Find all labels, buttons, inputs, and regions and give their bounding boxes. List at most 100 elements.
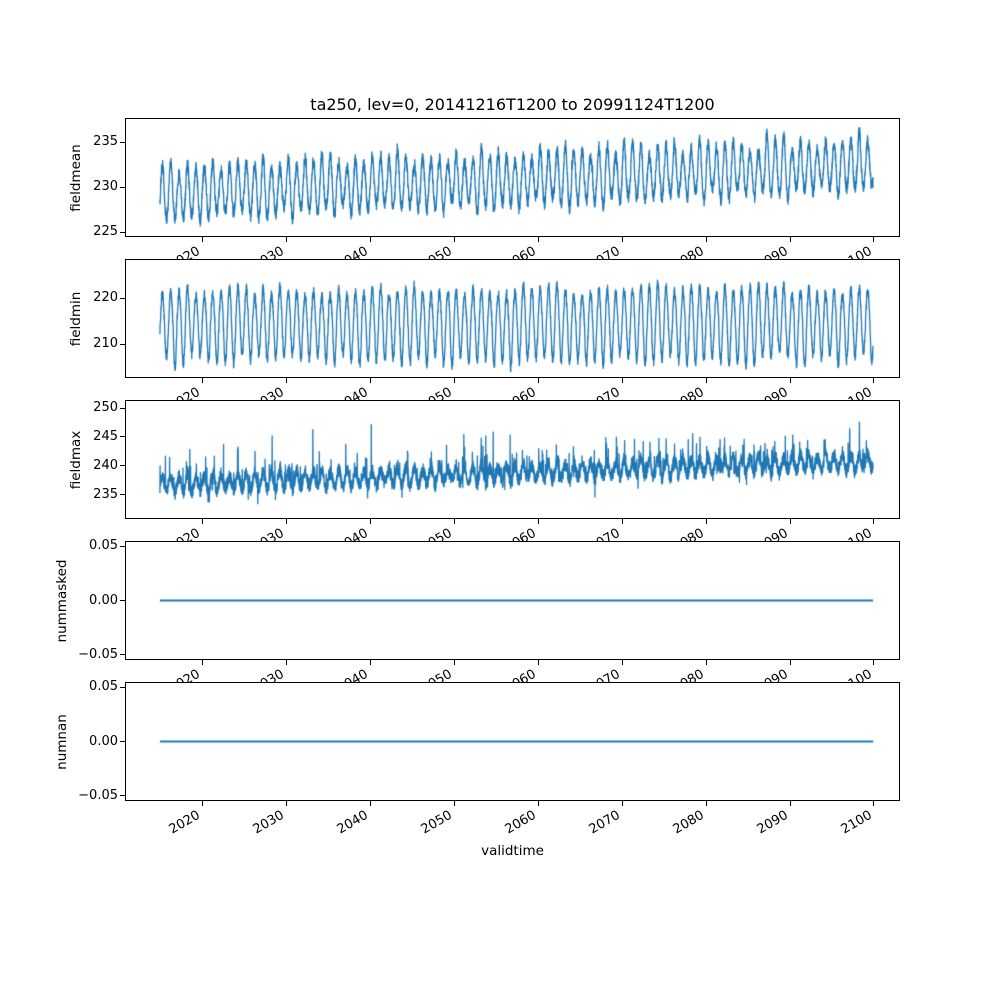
- x-tick-mark: [201, 519, 203, 524]
- x-tick-mark: [285, 801, 287, 806]
- subplot-fieldmax: fieldmax23524024525020202030204020502060…: [68, 400, 900, 555]
- y-tick-label: 210: [93, 336, 118, 352]
- x-tick-mark: [285, 237, 287, 242]
- x-tick-mark: [621, 237, 623, 242]
- x-tick-label: 2050: [418, 807, 455, 838]
- y-axis-label-nummasked: nummasked: [54, 559, 70, 642]
- x-tick-mark: [453, 801, 455, 806]
- subplot-nummasked: nummasked−0.050.000.05202020302040205020…: [54, 539, 900, 696]
- y-tick-mark: [120, 231, 125, 233]
- x-tick-label: 2030: [250, 807, 288, 838]
- y-tick-mark: [120, 494, 125, 496]
- numnan-line-series: [125, 682, 900, 801]
- x-tick-mark: [537, 378, 539, 383]
- x-tick-mark: [285, 519, 287, 524]
- x-tick-mark: [537, 660, 539, 665]
- y-tick-label: 235: [93, 486, 118, 502]
- y-tick-label: 220: [93, 290, 118, 306]
- y-axis-label-fieldmean: fieldmean: [68, 143, 84, 212]
- y-tick-mark: [120, 407, 125, 409]
- x-tick-label: 2070: [586, 807, 623, 838]
- y-tick-mark: [120, 686, 125, 688]
- subplot-fieldmean: fieldmean2252302352020203020402050206020…: [68, 118, 900, 273]
- y-tick-mark: [120, 795, 125, 797]
- nummasked-line-series: [125, 541, 900, 660]
- x-tick-mark: [201, 660, 203, 665]
- x-tick-mark: [369, 378, 371, 383]
- x-tick-mark: [789, 519, 791, 524]
- x-tick-mark: [453, 378, 455, 383]
- x-tick-mark: [537, 801, 539, 806]
- y-tick-label: 0.05: [89, 538, 118, 554]
- x-tick-mark: [285, 378, 287, 383]
- x-tick-mark: [621, 660, 623, 665]
- y-tick-mark: [120, 741, 125, 742]
- x-tick-mark: [789, 237, 791, 242]
- x-tick-mark: [873, 237, 875, 242]
- x-tick-mark: [705, 378, 707, 383]
- y-tick-label: 250: [93, 400, 118, 416]
- x-tick-mark: [369, 519, 371, 524]
- x-tick-label: 2020: [166, 807, 204, 838]
- x-tick-mark: [453, 660, 455, 665]
- y-tick-mark: [120, 343, 125, 345]
- x-tick-mark: [873, 660, 875, 665]
- y-tick-label: 230: [93, 179, 118, 195]
- x-tick-mark: [201, 378, 203, 383]
- x-tick-mark: [537, 237, 539, 242]
- x-tick-label: 2040: [334, 807, 372, 838]
- y-axis-label-fieldmin: fieldmin: [68, 291, 84, 346]
- x-tick-mark: [621, 519, 623, 524]
- y-tick-mark: [120, 654, 125, 656]
- x-tick-mark: [201, 237, 203, 242]
- y-tick-mark: [120, 297, 125, 299]
- y-tick-label: −0.05: [78, 787, 118, 803]
- y-tick-label: −0.05: [78, 646, 118, 662]
- y-tick-mark: [120, 186, 125, 188]
- subplot-fieldmin: fieldmin21022020202030204020502060207020…: [68, 259, 900, 414]
- fieldmax-line-series: [125, 400, 900, 519]
- y-tick-mark: [120, 141, 125, 143]
- subplot-numnan: numnan −0.05 0.00 0.05 2020 2030 2040 2050 2060 2…: [54, 680, 900, 837]
- x-tick-label: 2080: [670, 807, 707, 838]
- x-tick-mark: [537, 519, 539, 524]
- y-axis-label-numnan: numnan: [54, 713, 70, 770]
- y-tick-label: 0.05: [89, 679, 118, 695]
- x-tick-mark: [621, 378, 623, 383]
- x-tick-mark: [873, 801, 875, 806]
- x-tick-mark: [873, 378, 875, 383]
- x-tick-mark: [621, 801, 623, 806]
- y-tick-label: 0.00: [89, 592, 118, 608]
- fieldmin-line-series: [125, 259, 900, 378]
- x-tick-mark: [201, 801, 203, 806]
- x-tick-mark: [705, 237, 707, 242]
- x-tick-mark: [789, 378, 791, 383]
- x-tick-mark: [453, 519, 455, 524]
- x-tick-mark: [453, 237, 455, 242]
- x-axis-label: validtime: [481, 843, 544, 859]
- x-tick-mark: [789, 660, 791, 665]
- x-tick-mark: [705, 801, 707, 806]
- x-tick-mark: [369, 237, 371, 242]
- y-tick-mark: [120, 465, 125, 467]
- y-tick-label: 0.00: [89, 733, 118, 749]
- x-tick-mark: [285, 660, 287, 665]
- y-tick-label: 245: [93, 428, 118, 444]
- figure-title: ta250, lev=0, 20141216T1200 to 20991124T…: [310, 95, 715, 114]
- y-tick-mark: [120, 600, 125, 601]
- x-tick-mark: [369, 801, 371, 806]
- y-tick-mark: [120, 436, 125, 438]
- x-tick-mark: [789, 801, 791, 806]
- x-tick-label: 2090: [754, 807, 791, 838]
- y-tick-label: 240: [93, 457, 118, 473]
- x-tick-mark: [705, 519, 707, 524]
- x-tick-mark: [873, 519, 875, 524]
- x-tick-label: 2060: [502, 807, 539, 838]
- y-tick-mark: [120, 545, 125, 547]
- y-tick-label: 225: [93, 224, 118, 240]
- x-tick-label: 2100: [838, 807, 875, 838]
- x-tick-mark: [369, 660, 371, 665]
- y-axis-label-fieldmax: fieldmax: [68, 430, 84, 489]
- y-tick-label: 235: [93, 134, 118, 150]
